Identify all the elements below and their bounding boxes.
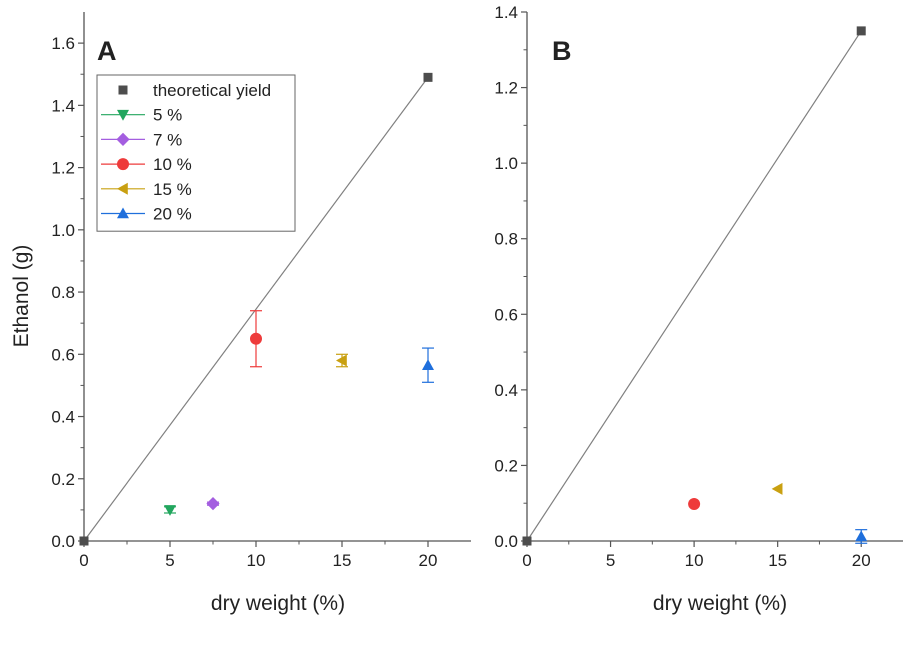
panel-a-point [423,72,433,82]
legend-marker [117,109,129,121]
panel-b-point [522,536,532,546]
legend-label: 20 % [153,205,192,224]
legend-marker [118,85,128,95]
legend-label: 15 % [153,180,192,199]
panel-b-letter: B [552,36,572,66]
panel-b-x-tick-label: 5 [606,551,615,570]
panel-a-x-tick-label: 5 [165,551,174,570]
panel-a: A dry weight (%) Ethanol (g) 0 5 10 15 20 0.0… [10,12,471,615]
panel-b-x-tick-label: 0 [522,551,531,570]
panel-b-y-tick-label: 0.4 [494,381,518,400]
panel-b-x-tick-label: 20 [852,551,871,570]
panel-b-point [771,482,783,495]
panel-b-y-tick-label: 0.2 [494,456,518,475]
panel-b-x-tick-label: 10 [685,551,704,570]
panel-b-point [688,497,701,510]
panel-b: B dry weight (%) 0 5 10 15 20 0.0 0.2 0.4 0.6 0.8… [494,3,903,615]
panel-a-x-tick-label: 20 [419,551,438,570]
panel-b-y-tick-label: 1.0 [494,154,518,173]
panel-b-x-axis-title: dry weight (%) [653,592,787,615]
panel-a-x-tick-label: 10 [247,551,266,570]
legend-label: 5 % [153,106,182,125]
panel-a-x-tick-label: 0 [79,551,88,570]
panel-a-letter: A [97,36,117,66]
panel-b-y-tick-label: 0.0 [494,532,518,551]
panel-b-point [855,530,868,542]
panel-b-y-tick-label: 1.2 [494,79,518,98]
panel-b-y-tick-label: 0.6 [494,305,518,324]
legend-box [96,74,296,232]
panel-b-y-tick-label: 1.4 [494,3,518,22]
legend: theoretical yield 5 % 7 % 10 % 15 % 20 % [96,74,296,232]
panel-a-point [422,359,434,370]
panel-a-y-tick-label: 0.2 [51,470,75,489]
panel-a-y-tick-label: 1.0 [51,221,75,240]
panel-a-y-tick-label: 1.4 [51,96,75,115]
panel-a-x-axis-title: dry weight (%) [211,592,345,615]
panel-b-x-tick-label: 15 [768,551,787,570]
legend-marker [117,207,129,219]
legend-label: 7 % [153,130,182,149]
panel-b-theoretical-line [526,30,862,542]
panel-a-y-tick-label: 0.0 [51,532,75,551]
panel-a-point [79,536,89,546]
panel-a-y-tick-label: 0.8 [51,283,75,302]
panel-a-x-tick-label: 15 [333,551,352,570]
panel-a-y-tick-label: 0.6 [51,345,75,364]
legend-marker [117,158,129,171]
legend-marker [116,132,130,146]
panel-a-theoretical-line [83,76,429,542]
legend-marker [117,182,128,195]
panel-a-point [164,505,176,516]
panel-a-y-tick-label: 1.2 [51,159,75,178]
panel-b-point [856,26,866,36]
panel-a-point [250,332,262,345]
panel-a-point [336,354,347,367]
panel-a-y-axis-title: Ethanol (g) [10,245,33,348]
panel-a-y-tick-label: 0.4 [51,408,75,427]
legend-label: theoretical yield [153,81,271,100]
panel-a-point [206,497,220,511]
legend-label: 10 % [153,155,192,174]
panel-b-y-tick-label: 0.8 [494,230,518,249]
panel-a-y-tick-label: 1.6 [51,34,75,53]
